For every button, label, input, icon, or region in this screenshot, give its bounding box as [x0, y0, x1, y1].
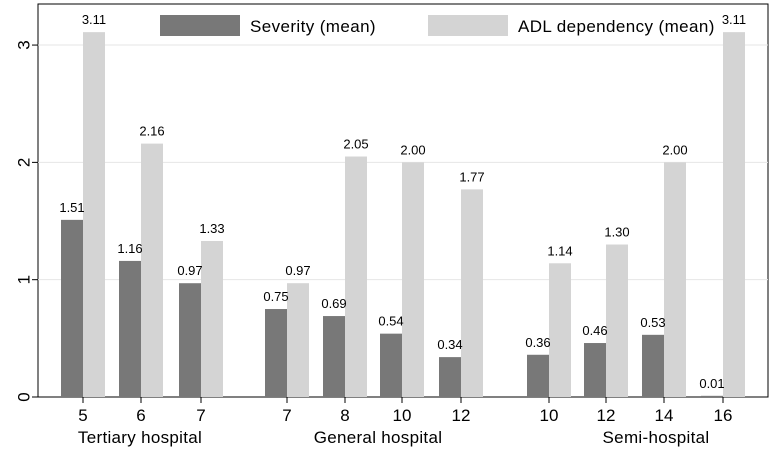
- label-adl-2-2: 2.00: [662, 142, 687, 157]
- label-adl-0-0: 3.11: [82, 12, 106, 27]
- label-severity-2-3: 0.01: [699, 376, 724, 391]
- x-tick-label-0-0: 5: [78, 406, 87, 425]
- bar-severity-2-0: [527, 354, 549, 397]
- bar-severity-1-1: [323, 316, 345, 397]
- bar-adl-2-3: [723, 32, 745, 398]
- label-adl-1-0: 0.97: [285, 263, 310, 278]
- bar-severity-0-0: [61, 219, 83, 397]
- bar-adl-1-3: [461, 189, 483, 397]
- y-tick-label-1: 1: [15, 275, 34, 284]
- x-tick-label-1-2: 10: [393, 406, 412, 425]
- label-severity-2-1: 0.46: [582, 323, 607, 338]
- label-adl-2-0: 1.14: [547, 243, 572, 258]
- label-severity-1-1: 0.69: [321, 296, 346, 311]
- label-severity-2-0: 0.36: [525, 335, 550, 350]
- bar-severity-2-1: [584, 343, 606, 397]
- label-severity-2-2: 0.53: [640, 315, 665, 330]
- x-tick-label-0-2: 7: [196, 406, 205, 425]
- legend-swatch-1: [428, 15, 508, 36]
- bar-adl-1-2: [402, 162, 424, 397]
- label-severity-0-0: 1.51: [59, 200, 84, 215]
- bar-adl-0-1: [141, 143, 163, 397]
- group-labels: Tertiary hospital General hospital Semi-ho…: [78, 428, 710, 447]
- x-tick-label-2-3: 16: [714, 406, 733, 425]
- bar-adl-2-2: [664, 162, 686, 397]
- y-tick-label-0: 0: [15, 392, 34, 401]
- group-label-0: Tertiary hospital: [78, 428, 202, 447]
- label-severity-0-2: 0.97: [177, 263, 202, 278]
- group-label-1: General hospital: [314, 428, 443, 447]
- bar-severity-1-0: [265, 309, 287, 397]
- label-adl-2-1: 1.30: [604, 224, 629, 239]
- bar-adl-2-0: [549, 263, 571, 397]
- label-adl-2-3: 3.11: [722, 12, 746, 27]
- legend-label-0: Severity (mean): [250, 17, 376, 36]
- x-tick-label-2-0: 10: [540, 406, 559, 425]
- x-tick-label-1-3: 12: [452, 406, 471, 425]
- legend-swatch-0: [160, 15, 240, 36]
- data-labels: 1.51 3.11 1.16 2.16 0.97 1.33 0.75 0.97 0.69 2.05…: [59, 12, 746, 391]
- group-label-2: Semi-hospital: [603, 428, 710, 447]
- bar-severity-2-2: [642, 334, 664, 397]
- x-axis: 5 6 7 7 8 10 12 10 12 14 16: [78, 397, 732, 425]
- label-severity-1-2: 0.54: [378, 314, 403, 329]
- label-adl-1-1: 2.05: [343, 137, 368, 152]
- label-adl-0-2: 1.33: [199, 221, 224, 236]
- bar-severity-0-1: [119, 260, 141, 397]
- bar-adl-1-1: [345, 156, 367, 397]
- x-tick-label-1-1: 8: [340, 406, 349, 425]
- bar-severity-2-3: [701, 395, 723, 397]
- bar-severity-1-3: [439, 357, 461, 397]
- bar-severity-0-2: [179, 283, 201, 397]
- label-severity-1-3: 0.34: [437, 337, 462, 352]
- bars: [61, 32, 745, 398]
- label-adl-1-2: 2.00: [400, 142, 425, 157]
- bar-severity-1-2: [380, 333, 402, 397]
- legend-label-1: ADL dependency (mean): [518, 17, 715, 36]
- x-tick-label-0-1: 6: [136, 406, 145, 425]
- bar-adl-1-0: [287, 283, 309, 397]
- label-severity-0-1: 1.16: [117, 241, 142, 256]
- bar-adl-0-2: [201, 240, 223, 397]
- x-tick-label-2-2: 14: [655, 406, 674, 425]
- label-adl-0-1: 2.16: [139, 124, 164, 139]
- label-severity-1-0: 0.75: [263, 289, 288, 304]
- y-axis: 0 1 2 3: [15, 40, 38, 402]
- legend: Severity (mean) ADL dependency (mean): [160, 15, 715, 36]
- label-adl-1-3: 1.77: [459, 169, 484, 184]
- y-tick-label-2: 2: [15, 158, 34, 167]
- x-tick-label-2-1: 12: [597, 406, 616, 425]
- bar-adl-0-0: [83, 32, 105, 398]
- y-tick-label-3: 3: [15, 40, 34, 49]
- x-tick-label-1-0: 7: [282, 406, 291, 425]
- bar-adl-2-1: [606, 244, 628, 397]
